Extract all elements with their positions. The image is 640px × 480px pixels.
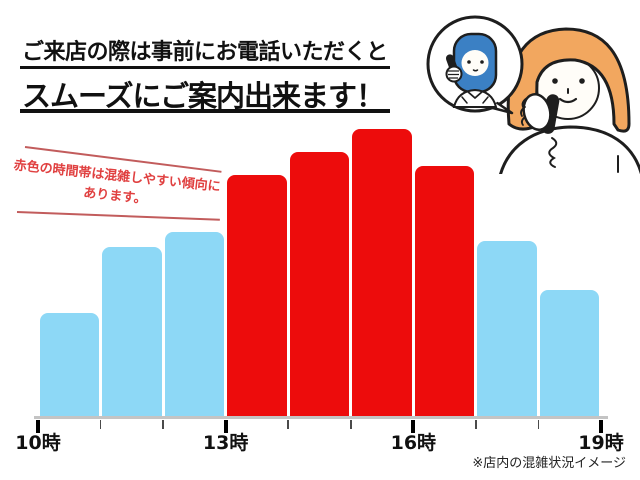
axis-major-tick: [36, 420, 40, 433]
staff-eye-left: [467, 60, 471, 64]
axis-minor-tick: [475, 420, 477, 429]
axis-label-13時: 13時: [202, 432, 249, 454]
staff-eye-right: [480, 60, 484, 64]
staff-fingers: [448, 70, 459, 79]
staff-collar: [466, 90, 484, 99]
staff-lapels: [461, 96, 489, 104]
axis-minor-tick: [99, 420, 102, 429]
axis-minor-tick: [350, 420, 352, 429]
axis-major-tick: [599, 420, 603, 433]
staff-figure: [445, 32, 498, 108]
bar-13時: [227, 175, 287, 416]
bar-11時: [102, 247, 162, 416]
bar-12時: [164, 232, 225, 416]
speech-bubble: [426, 15, 524, 115]
bar-10時: [39, 313, 100, 416]
title-underline-2: [20, 109, 390, 113]
phone-call-illustration: [426, 15, 640, 174]
bar-16時: [414, 166, 475, 416]
axis-label-10時: 10時: [15, 432, 61, 454]
axis-minor-tick: [162, 420, 164, 429]
customer-body: [499, 125, 640, 174]
bar-15時: [352, 129, 412, 416]
header-title-line1: ご来店の際は事前にお電話いただくと: [22, 40, 388, 65]
customer-figure: [499, 27, 640, 174]
staff-mouth: [472, 69, 479, 72]
axis-minor-tick: [537, 420, 540, 429]
axis-major-tick: [411, 420, 416, 433]
bar-14時: [289, 152, 350, 416]
axis-label-19時: 19時: [578, 432, 624, 454]
bar-17時: [477, 241, 537, 416]
phone-cord: [548, 137, 558, 168]
customer-mouth: [558, 97, 578, 104]
axis-label-16時: 16時: [390, 432, 437, 454]
staff-face: [461, 50, 489, 76]
x-axis-line: [34, 416, 608, 419]
customer-hair: [506, 27, 631, 133]
axis-minor-tick: [287, 420, 289, 429]
customer-eye-right: [579, 78, 585, 84]
customer-eye-left: [552, 78, 558, 84]
customer-fingers: [520, 97, 528, 126]
customer-hand: [522, 93, 552, 131]
title-underline-1: [20, 66, 390, 69]
footer-note: ※店内の混雑状況イメージ: [472, 456, 626, 471]
axis-major-tick: [223, 420, 228, 433]
bar-18時: [539, 290, 600, 416]
header-title-line2: スムーズにご案内出来ます！: [22, 79, 385, 113]
